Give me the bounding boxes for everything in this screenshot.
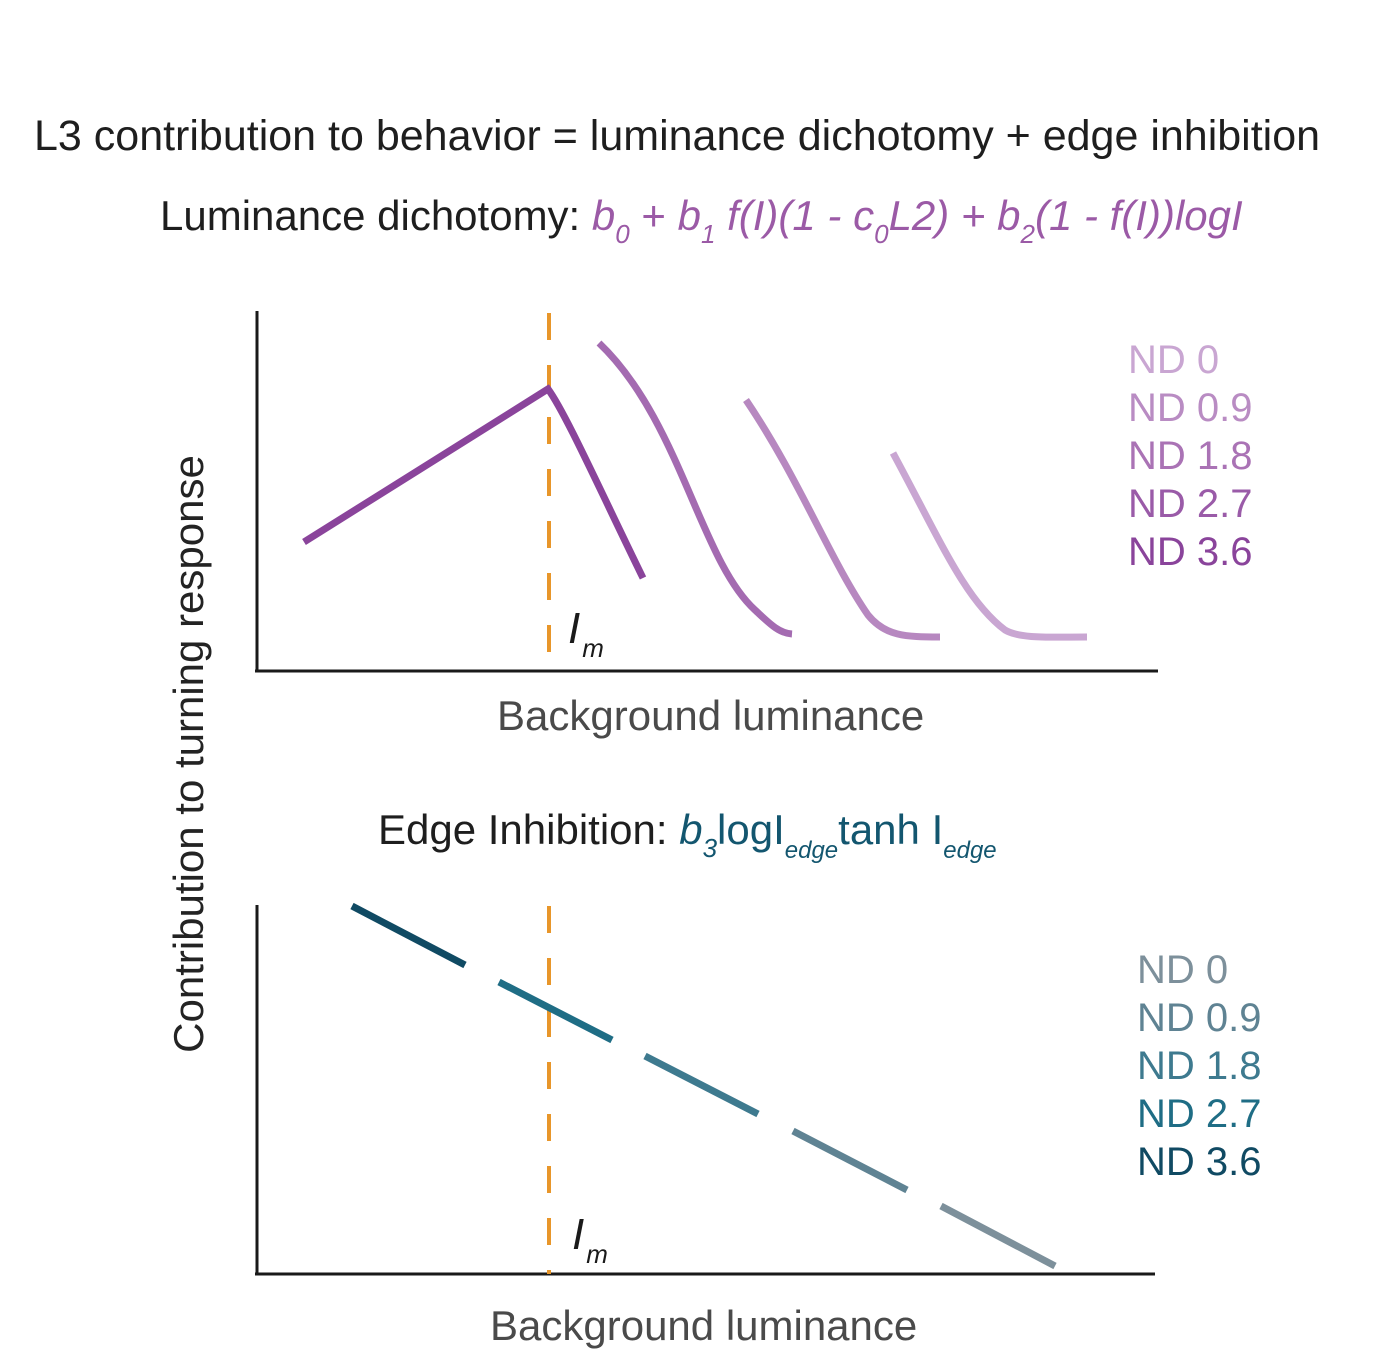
formula-subscript: 2 [1020,219,1035,249]
formula-term: + [629,192,678,239]
edge-formula-expression: b3logIedgetanh Iedge [679,806,996,864]
im-marker-label-top: Im [568,604,604,663]
marker-subscript: m [582,633,604,663]
curve-nd-0-9 [889,451,1088,641]
bottom-segments [350,902,1057,1270]
legend-item: ND 0 [1137,948,1229,992]
edge-inhibition-formula: Edge Inhibition: b3logIedgetanh Iedge [378,806,997,864]
segment-nd-2-7 [497,978,614,1044]
segment-nd-1-8 [643,1052,760,1118]
luminance-formula-expression: b0 + b1 f(I)(1 - c0L2) + b2(1 - f(I))log… [591,192,1243,249]
formula-term: f(I)(1 - c [715,192,875,239]
legend-item: ND 0.9 [1128,386,1253,430]
formula-subscript: edge [784,837,839,864]
formula-term: logI [717,806,785,853]
legend-item: ND 2.7 [1137,1092,1262,1136]
formula-term: (1 - f(I))logI [1034,192,1243,239]
formula-subscript: edge [943,837,997,864]
legend-item: ND 0 [1128,338,1220,382]
edge-formula-label: Edge Inhibition: [378,806,680,853]
formula-term: b [997,192,1021,239]
segment-nd-0 [939,1202,1057,1270]
legend-item: ND 2.7 [1128,482,1253,526]
formula-subscript: 3 [702,833,718,863]
luminance-dichotomy-formula: Luminance dichotomy: b0 + b1 f(I)(1 - c0… [160,192,1243,249]
legend-item: ND 3.6 [1137,1140,1262,1184]
marker-symbol: I [572,1210,585,1259]
page-title: L3 contribution to behavior = luminance … [34,112,1321,160]
formula-subscript: 0 [874,219,889,249]
curve-nd-3-6 [302,384,647,580]
top-curves [302,340,1088,641]
formula-term: L2) + [888,192,998,239]
im-marker-label-bottom: Im [572,1210,608,1269]
formula-term: b [677,192,701,239]
x-axis-label-top: Background luminance [497,692,925,739]
legend-top: ND 0 ND 0.9 ND 1.8 ND 2.7 ND 3.6 [1128,336,1253,576]
formula-subscript: 1 [700,219,716,249]
legend-item: ND 1.8 [1137,1044,1262,1088]
legend-item: ND 1.8 [1128,434,1253,478]
x-axis-label-bottom: Background luminance [490,1302,918,1349]
formula-term: b [679,806,703,853]
marker-subscript: m [586,1239,608,1269]
top-axes [255,311,1158,673]
bottom-axes [255,905,1155,1276]
formula-term: tanh I [838,806,944,853]
formula-subscript: 0 [615,219,630,249]
curve-nd-2-7 [596,340,793,638]
luminance-formula-label: Luminance dichotomy: [160,192,592,239]
curve-nd-1-8 [743,398,941,641]
legend-item: ND 0.9 [1137,996,1262,1040]
formula-term: b [591,192,616,239]
segment-nd-0-9 [791,1127,909,1194]
legend-item: ND 3.6 [1128,530,1253,574]
legend-bottom: ND 0 ND 0.9 ND 1.8 ND 2.7 ND 3.6 [1137,946,1262,1186]
segment-nd-3-6 [350,902,467,969]
marker-symbol: I [568,604,581,653]
